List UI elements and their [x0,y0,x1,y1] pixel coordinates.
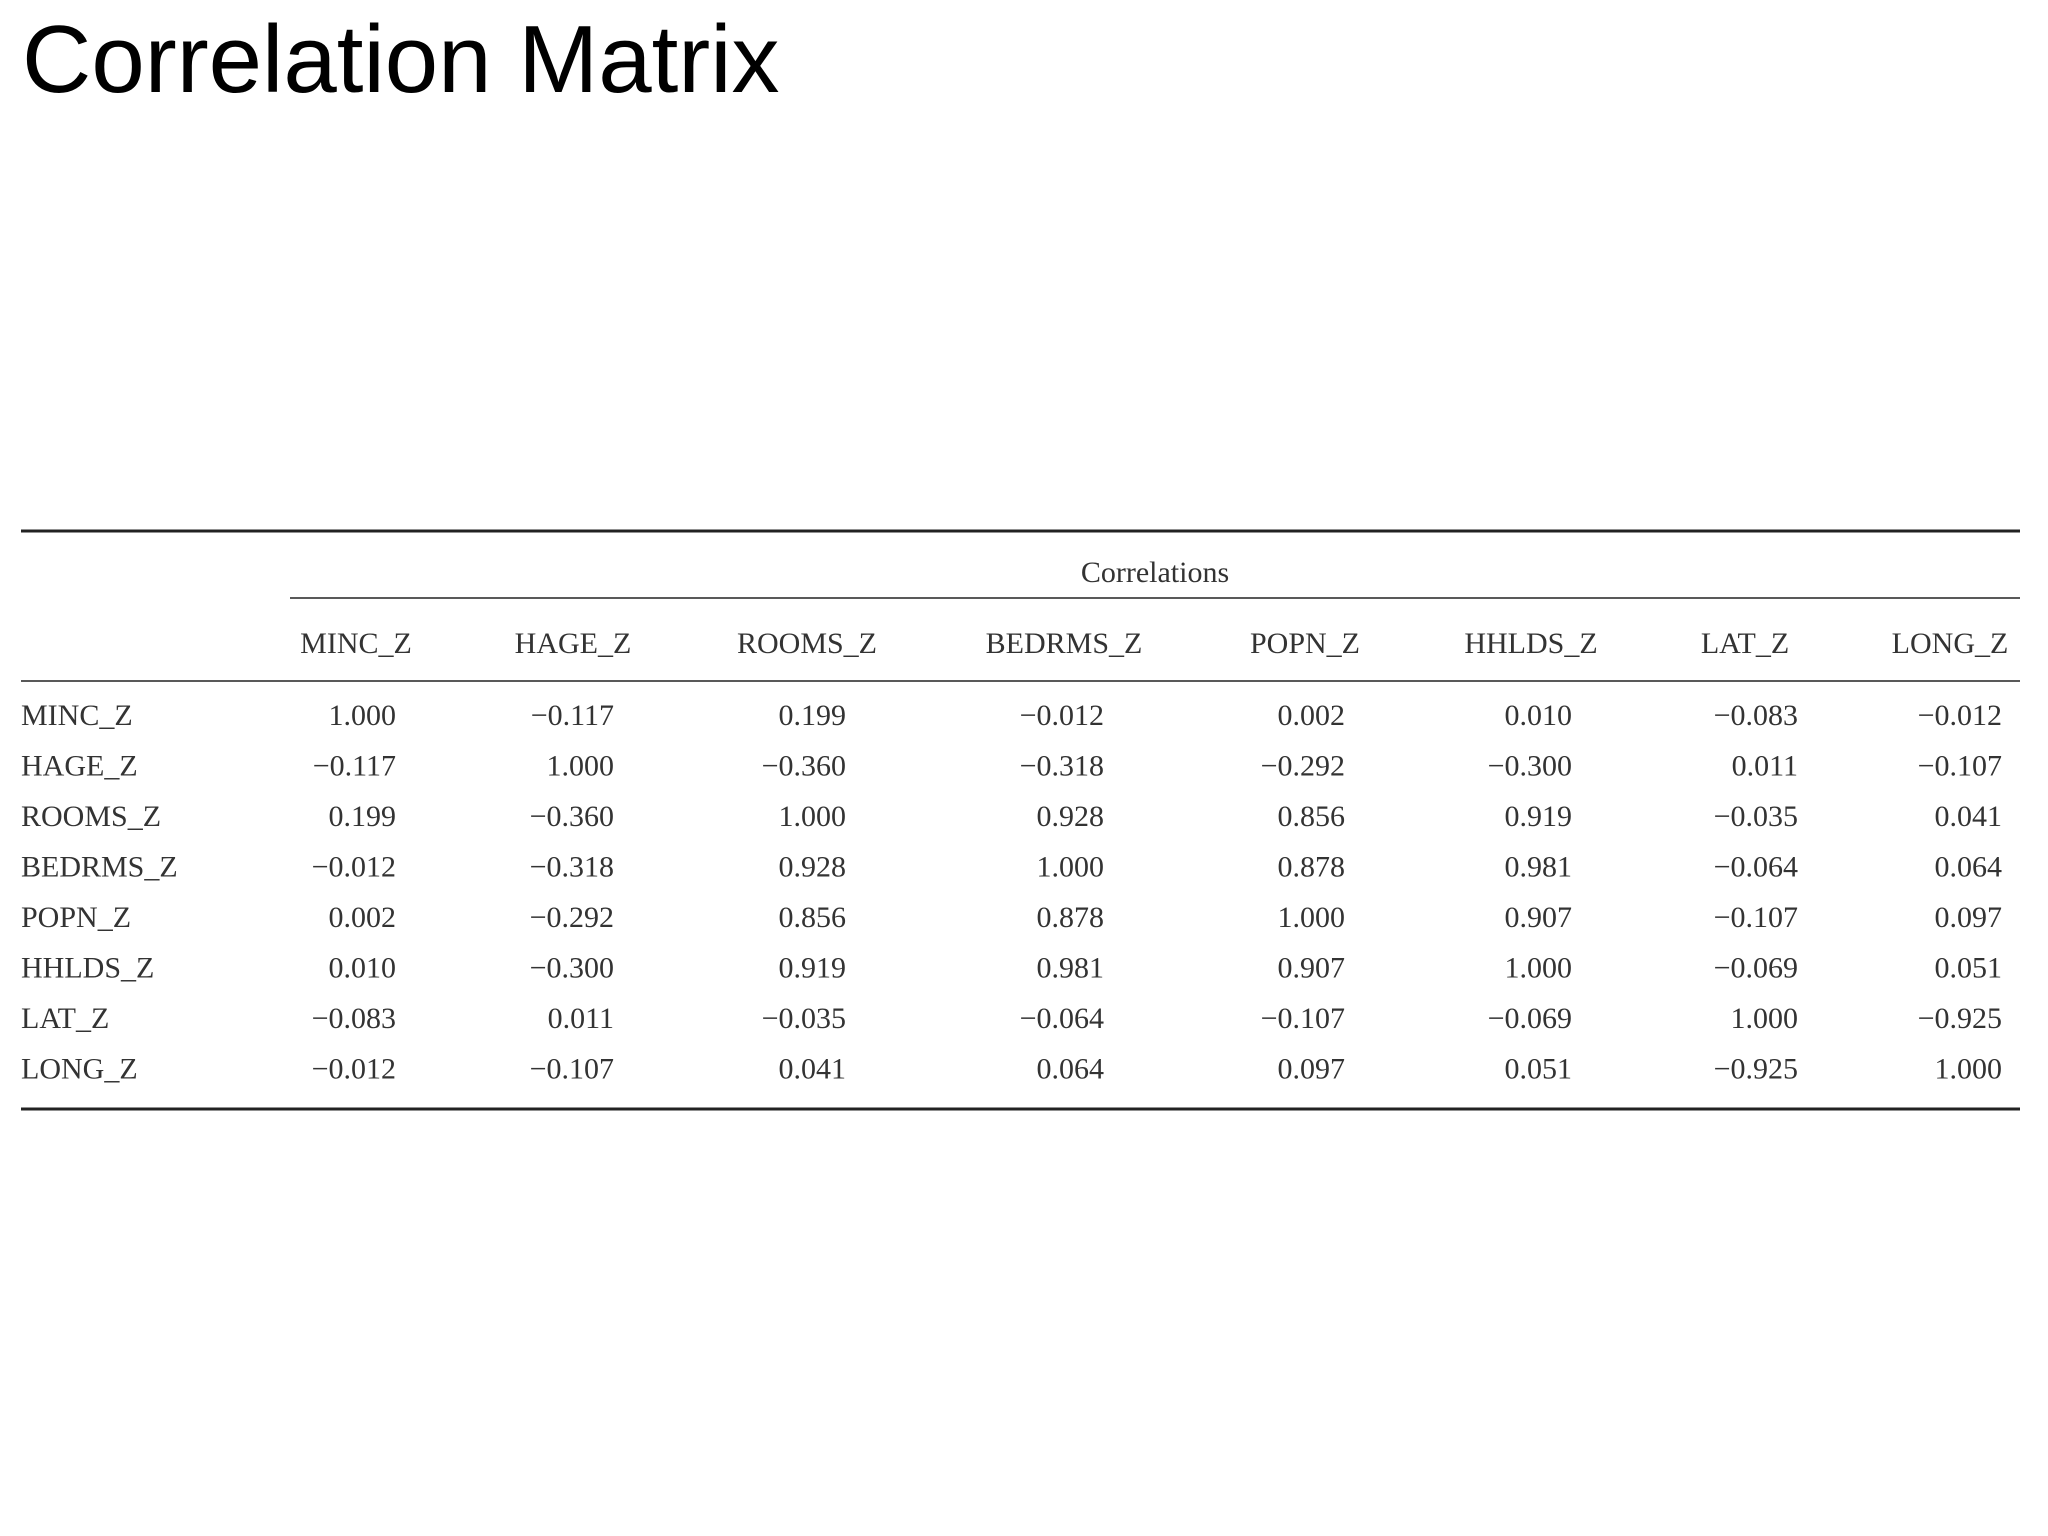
row-label: ROOMS_Z [21,800,161,833]
cell: 0.097 [1935,901,2003,934]
cell: −0.012 [1020,699,1104,732]
cell: 0.064 [1935,851,2003,884]
cell: −0.012 [1918,699,2002,732]
cell: 0.041 [1935,800,2003,833]
cell: −0.300 [530,952,614,985]
cell: 0.907 [1278,952,1346,985]
column-header: ROOMS_Z [737,627,877,660]
cell: 0.064 [1037,1053,1105,1086]
column-header: MINC_Z [300,627,412,660]
cell: 0.041 [779,1053,847,1086]
cell: 0.907 [1505,901,1573,934]
cell: 0.051 [1505,1053,1573,1086]
cell: 0.011 [1732,750,1798,783]
cell: 1.000 [547,750,615,783]
cell: −0.083 [312,1002,396,1035]
cell: −0.292 [530,901,614,934]
cell: −0.300 [1488,750,1572,783]
cell: 0.878 [1278,851,1346,884]
cell: 0.928 [779,851,847,884]
cell: −0.107 [1918,750,2002,783]
cell: −0.064 [1714,851,1798,884]
cell: −0.012 [312,851,396,884]
cell: 0.097 [1278,1053,1346,1086]
cell: 0.011 [548,1002,614,1035]
row-label: LONG_Z [21,1053,138,1086]
cell: 0.199 [329,800,397,833]
cell: 1.000 [329,699,397,732]
column-header: BEDRMS_Z [986,627,1143,660]
cell: 0.981 [1505,851,1573,884]
cell: 0.856 [1278,800,1346,833]
cell: 0.199 [779,699,847,732]
table-caption: Correlations [1081,556,1229,589]
cell: −0.035 [1714,800,1798,833]
cell: −0.035 [762,1002,846,1035]
row-label: POPN_Z [21,901,131,934]
cell: −0.069 [1714,952,1798,985]
row-label: MINC_Z [21,699,133,732]
cell: −0.107 [1261,1002,1345,1035]
cell: 0.981 [1037,952,1105,985]
cell: −0.069 [1488,1002,1572,1035]
cell: −0.117 [531,699,614,732]
slide-title: Correlation Matrix [22,6,780,113]
cell: −0.107 [530,1053,614,1086]
cell: −0.083 [1714,699,1798,732]
cell: 0.051 [1935,952,2003,985]
table-body: MINC_Z HAGE_Z ROOMS_Z BEDRMS_Z POPN_Z HHLDS_Z… [21,627,2008,1086]
cell: 0.010 [329,952,397,985]
cell: −0.292 [1261,750,1345,783]
row-label: LAT_Z [21,1002,109,1035]
cell: −0.318 [1020,750,1104,783]
cell: −0.107 [1714,901,1798,934]
cell: −0.360 [530,800,614,833]
cell: −0.117 [313,750,396,783]
column-header: LONG_Z [1892,627,2009,660]
cell: 1.000 [1278,901,1346,934]
cell: −0.360 [762,750,846,783]
cell: 0.002 [329,901,397,934]
row-label: BEDRMS_Z [21,851,178,884]
cell: 0.919 [779,952,847,985]
cell: 1.000 [779,800,847,833]
row-label: HAGE_Z [21,750,138,783]
cell: 1.000 [1935,1053,2003,1086]
column-header: HAGE_Z [515,627,632,660]
cell: 1.000 [1505,952,1573,985]
cell: 0.002 [1278,699,1346,732]
cell: 1.000 [1037,851,1105,884]
cell: −0.318 [530,851,614,884]
column-header: HHLDS_Z [1464,627,1597,660]
cell: 0.919 [1505,800,1573,833]
cell: 1.000 [1731,1002,1799,1035]
row-label: HHLDS_Z [21,952,154,985]
cell: 0.928 [1037,800,1105,833]
column-header: LAT_Z [1701,627,1789,660]
cell: −0.064 [1020,1002,1104,1035]
column-header: POPN_Z [1250,627,1360,660]
cell: 0.856 [779,901,847,934]
cell: −0.012 [312,1053,396,1086]
cell: 0.010 [1505,699,1573,732]
cell: 0.878 [1037,901,1105,934]
cell: −0.925 [1918,1002,2002,1035]
cell: −0.925 [1714,1053,1798,1086]
